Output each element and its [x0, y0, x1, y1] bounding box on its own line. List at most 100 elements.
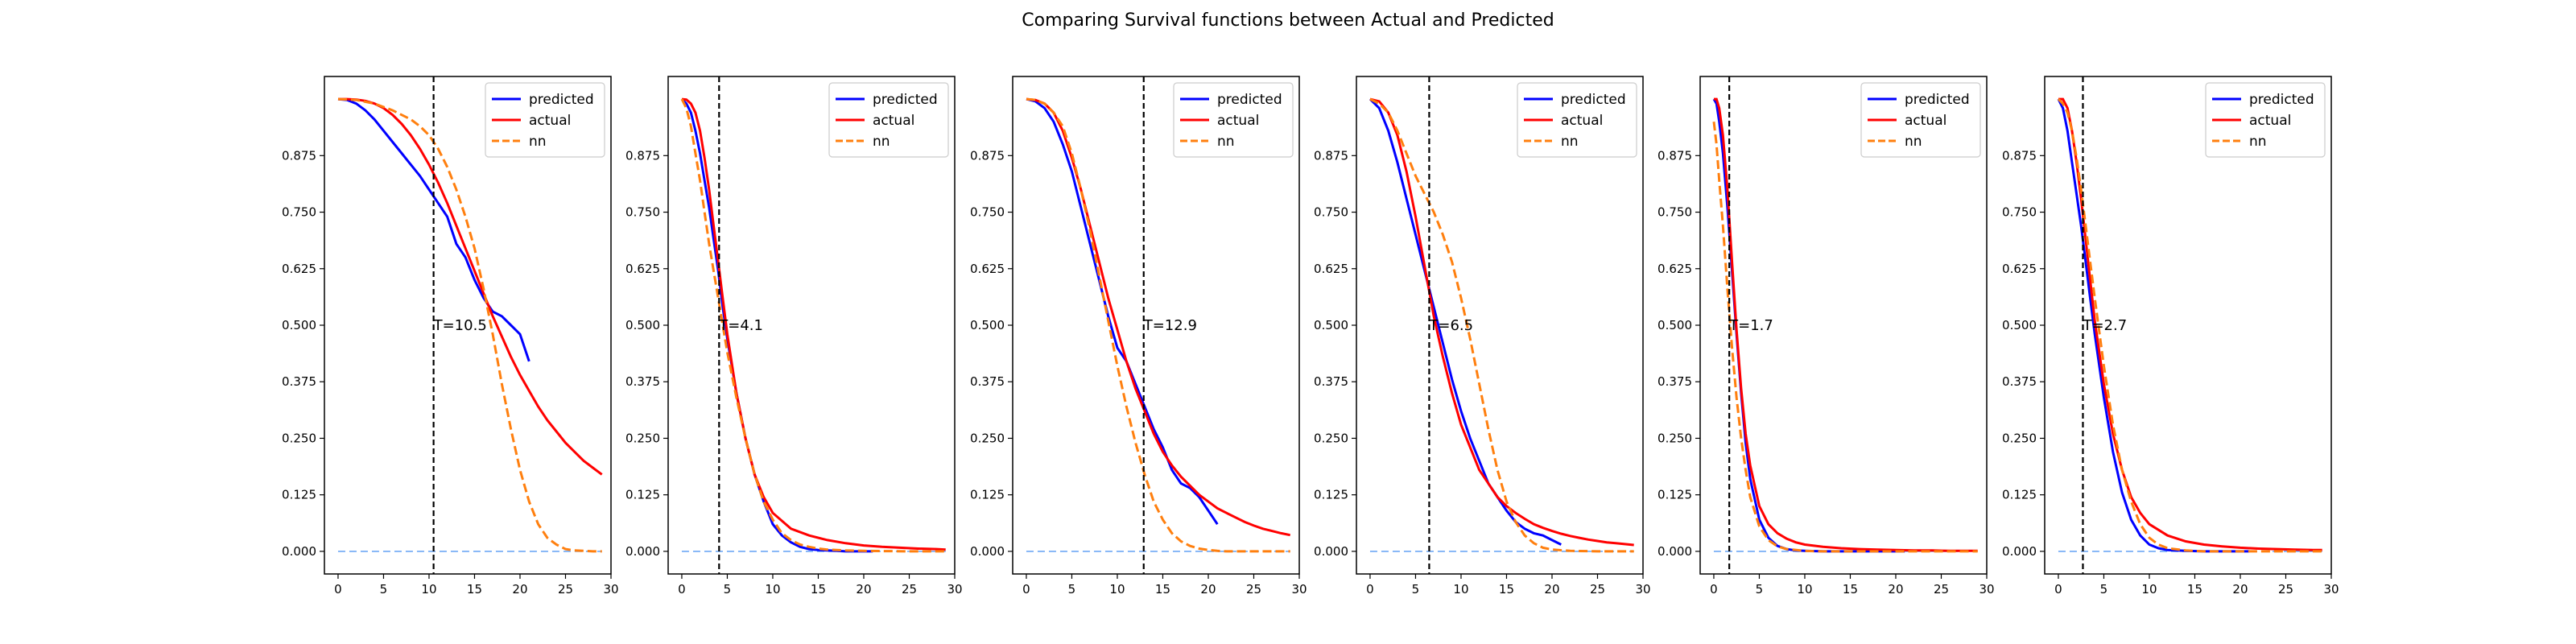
legend-label-actual: actual	[1217, 113, 1259, 129]
y-tick-label: 0.500	[625, 318, 660, 332]
x-tick-label: 15	[811, 582, 826, 597]
y-tick-label: 0.750	[282, 205, 316, 220]
subplots: T=10.5 0 5 10 15 20 25 30 0.000 0.125 0.250 0.375 0.…	[282, 76, 2339, 597]
x-tick-label: 25	[1246, 582, 1261, 597]
plot-area	[668, 76, 955, 574]
legend-label-nn: nn	[1905, 134, 1922, 150]
legend: predicted actual nn	[1517, 82, 1637, 158]
y-tick-label: 0.750	[970, 205, 1005, 220]
legend: predicted actual nn	[485, 82, 605, 158]
legend-label-predicted: predicted	[1561, 92, 1626, 108]
y-tick-label: 0.000	[970, 544, 1005, 559]
y-tick-label: 0.375	[625, 374, 660, 389]
threshold-label: T=10.5	[433, 317, 487, 334]
series-line-predicted	[2057, 98, 2250, 553]
y-tick-label: 0.500	[970, 318, 1005, 332]
legend-box	[1860, 82, 1981, 158]
y-tick-label: 0.125	[282, 488, 316, 502]
x-tick-label: 10	[2141, 582, 2157, 597]
y-tick-label: 0.250	[970, 431, 1005, 445]
legend-label-predicted: predicted	[873, 92, 938, 108]
y-tick-label: 0.375	[2002, 374, 2037, 389]
x-tick-label: 0	[1022, 582, 1030, 597]
x-tick-label: 0	[1710, 582, 1718, 597]
x-tick-label: 10	[1109, 582, 1125, 597]
x-tick-label: 15	[1499, 582, 1514, 597]
x-tick-label: 10	[1453, 582, 1468, 597]
legend-label-nn: nn	[873, 134, 890, 150]
legend-label-actual: actual	[873, 113, 914, 129]
y-tick-label: 0.875	[1314, 148, 1348, 163]
y-tick-label: 0.750	[625, 205, 660, 220]
subplot-6: T=2.7 0 5 10 15 20 25 30 0.000 0.125 0.250 0.375 0.5…	[2002, 76, 2339, 597]
legend: predicted actual nn	[1173, 82, 1294, 158]
x-tick-label: 20	[2232, 582, 2248, 597]
y-tick-label: 0.875	[2002, 148, 2037, 163]
y-tick-label: 0.000	[282, 544, 316, 559]
plot-data	[2057, 97, 2322, 553]
y-tick-label: 0.625	[1657, 262, 1692, 276]
y-tick-label: 0.875	[625, 148, 660, 163]
series-line-nn	[337, 97, 602, 553]
x-tick-label: 30	[947, 582, 962, 597]
series-line-nn	[680, 98, 946, 553]
x-tick-label: 20	[1544, 582, 1559, 597]
legend-box	[828, 82, 949, 158]
series-line-predicted	[1026, 97, 1219, 526]
legend-label-predicted: predicted	[1905, 92, 1970, 108]
x-tick-label: 0	[678, 582, 686, 597]
legend-label-nn: nn	[1217, 134, 1235, 150]
y-tick-label: 0.000	[2002, 544, 2037, 559]
y-tick-label: 0.625	[1314, 262, 1348, 276]
x-tick-label: 20	[1888, 582, 1903, 597]
y-tick-label: 0.125	[2002, 488, 2037, 502]
series-line-actual	[1026, 97, 1290, 537]
subplot-4: T=6.5 0 5 10 15 20 25 30 0.000 0.125 0.250 0.375 0.5…	[1314, 76, 1651, 597]
series-line-nn	[2057, 98, 2322, 553]
y-tick-label: 0.500	[1314, 318, 1348, 332]
y-tick-label: 0.000	[1657, 544, 1692, 559]
x-tick-label: 5	[1756, 582, 1764, 597]
y-tick-label: 0.125	[1657, 488, 1692, 502]
y-tick-label: 0.625	[625, 262, 660, 276]
legend-label-nn: nn	[1561, 134, 1579, 150]
legend-label-actual: actual	[2249, 113, 2291, 129]
threshold-label: T=4.1	[718, 317, 763, 334]
x-tick-label: 25	[1934, 582, 1949, 597]
x-tick-label: 15	[467, 582, 482, 597]
y-tick-label: 0.000	[625, 544, 660, 559]
x-tick-label: 5	[724, 582, 732, 597]
threshold-label: T=2.7	[2082, 317, 2127, 334]
subplot-5: T=1.7 0 5 10 15 20 25 30 0.000 0.125 0.250 0.375 0.5…	[1657, 76, 1995, 597]
y-tick-label: 0.750	[1314, 205, 1348, 220]
legend: predicted actual nn	[2205, 82, 2326, 158]
x-tick-label: 30	[2323, 582, 2339, 597]
plot-data	[680, 97, 946, 553]
y-tick-label: 0.875	[282, 148, 316, 163]
x-tick-label: 20	[1200, 582, 1216, 597]
legend-label-nn: nn	[2249, 134, 2267, 150]
legend-box	[1517, 82, 1637, 158]
y-tick-label: 0.250	[1314, 431, 1348, 445]
plot-area	[324, 76, 611, 574]
series-line-nn	[1712, 122, 1978, 553]
y-tick-label: 0.375	[282, 374, 316, 389]
y-tick-label: 0.125	[970, 488, 1005, 502]
subplot-3: T=12.9 0 5 10 15 20 25 30 0.000 0.125 0.250 0.375 0.…	[970, 76, 1307, 597]
x-tick-label: 20	[512, 582, 527, 597]
plot-data	[1026, 97, 1290, 553]
y-tick-label: 0.750	[1657, 205, 1692, 220]
y-tick-label: 0.500	[282, 318, 316, 332]
legend: predicted actual nn	[1860, 82, 1981, 158]
y-tick-label: 0.625	[970, 262, 1005, 276]
legend-label-nn: nn	[529, 134, 547, 150]
x-tick-label: 10	[421, 582, 436, 597]
legend: predicted actual nn	[828, 82, 949, 158]
y-tick-label: 0.375	[1657, 374, 1692, 389]
subplot-2: T=4.1 0 5 10 15 20 25 30 0.000 0.125 0.250 0.375 0.5…	[625, 76, 963, 597]
x-tick-label: 0	[2054, 582, 2062, 597]
x-tick-label: 15	[1155, 582, 1170, 597]
threshold-label: T=1.7	[1728, 317, 1773, 334]
legend-label-actual: actual	[1561, 113, 1603, 129]
y-tick-label: 0.125	[625, 488, 660, 502]
